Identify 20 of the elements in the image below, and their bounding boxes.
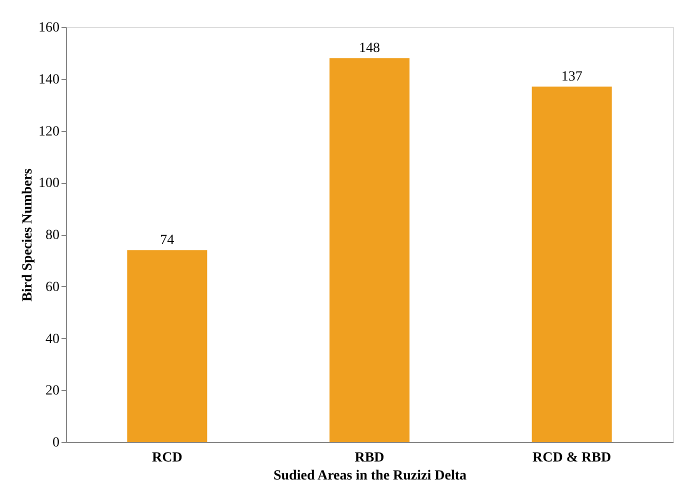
- x-tick-label: RCD & RBD: [532, 450, 612, 466]
- y-axis-title: Bird Species Numbers: [20, 168, 36, 302]
- data-label: 74: [160, 233, 174, 248]
- x-tick-label: RBD: [354, 450, 384, 466]
- bar: [127, 250, 208, 442]
- y-tick-label: 0: [52, 436, 60, 450]
- y-tick-label: 160: [38, 20, 60, 36]
- y-tick-label: 80: [46, 228, 60, 243]
- y-tick-label: 120: [38, 124, 60, 140]
- data-label: 148: [359, 41, 380, 56]
- y-tick-label: 60: [46, 280, 60, 295]
- y-tick-label: 100: [38, 176, 60, 192]
- y-tick-label: 20: [46, 384, 60, 399]
- y-tick-label: 140: [38, 72, 60, 88]
- x-axis-title: Sudied Areas in the Ruzizi Delta: [273, 468, 467, 484]
- bar: [330, 58, 410, 442]
- y-tick-label: 40: [46, 332, 60, 347]
- data-label: 137: [561, 70, 582, 85]
- bar: [532, 86, 612, 442]
- x-tick-label: RCD: [152, 450, 182, 466]
